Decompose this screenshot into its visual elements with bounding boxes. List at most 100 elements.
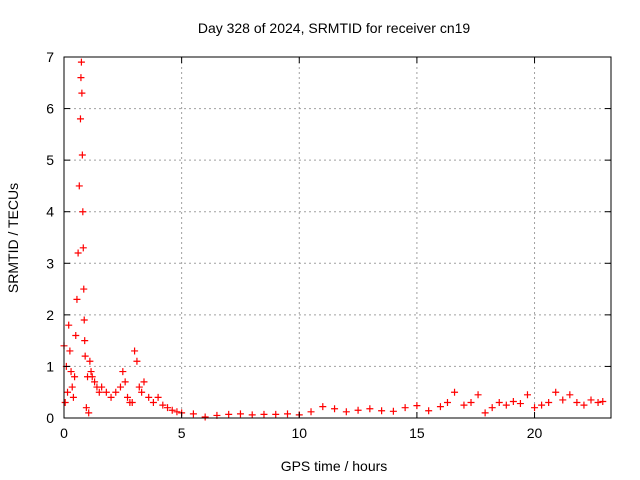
- y-tick-label: 0: [46, 410, 54, 426]
- data-point: [77, 74, 85, 82]
- data-point: [248, 411, 256, 419]
- data-point: [389, 407, 397, 415]
- data-point: [319, 403, 327, 411]
- data-point: [82, 404, 90, 412]
- data-point: [307, 408, 315, 416]
- data-point: [61, 399, 69, 407]
- data-point: [467, 399, 475, 407]
- data-point: [443, 399, 451, 407]
- data-point: [413, 402, 421, 410]
- data-point: [236, 410, 244, 418]
- data-point: [331, 405, 339, 413]
- data-point: [88, 373, 96, 381]
- y-tick-label: 4: [46, 204, 54, 220]
- y-axis-label: SRMTID / TECUs: [5, 183, 21, 293]
- data-point: [599, 397, 607, 405]
- data-point: [66, 347, 74, 355]
- data-point: [81, 352, 89, 360]
- data-point: [71, 373, 79, 381]
- data-point: [225, 410, 233, 418]
- x-tick-label: 20: [527, 425, 543, 441]
- x-tick-label: 0: [60, 425, 68, 441]
- data-point: [538, 401, 546, 409]
- data-point: [272, 410, 280, 418]
- data-point: [481, 409, 489, 417]
- x-axis-label: GPS time / hours: [281, 458, 388, 474]
- y-tick-label: 5: [46, 152, 54, 168]
- data-point: [121, 378, 129, 386]
- data-point: [488, 404, 496, 412]
- grid-lines: [64, 57, 611, 418]
- data-point: [75, 182, 83, 190]
- data-point: [401, 404, 409, 412]
- data-point: [79, 244, 87, 252]
- data-point: [112, 388, 120, 396]
- data-point: [86, 357, 94, 365]
- data-point: [85, 409, 93, 417]
- data-point: [587, 396, 595, 404]
- data-point: [573, 399, 581, 407]
- data-point: [378, 407, 386, 415]
- data-point: [98, 383, 106, 391]
- x-tick-label: 10: [291, 425, 307, 441]
- data-point: [140, 378, 148, 386]
- data-point: [68, 383, 76, 391]
- data-point: [173, 408, 181, 416]
- data-point: [284, 410, 292, 418]
- x-tick-label: 15: [409, 425, 425, 441]
- y-tick-label: 1: [46, 358, 54, 374]
- data-point: [95, 388, 103, 396]
- data-point: [260, 410, 268, 418]
- data-point: [128, 399, 136, 407]
- axis-ticks: [63, 56, 611, 419]
- data-point: [159, 401, 167, 409]
- y-tick-label: 6: [46, 101, 54, 117]
- data-point: [102, 388, 110, 396]
- data-point: [168, 406, 176, 414]
- data-point: [342, 408, 350, 416]
- plot-frame: [63, 56, 612, 419]
- y-tick-label: 3: [46, 255, 54, 271]
- y-tick-label: 7: [46, 49, 54, 65]
- data-point: [145, 393, 153, 401]
- data-point: [451, 388, 459, 396]
- data-point: [67, 368, 75, 376]
- data-point: [69, 393, 77, 401]
- data-point: [124, 393, 132, 401]
- data-point: [87, 368, 95, 376]
- data-point: [516, 400, 524, 408]
- data-point: [107, 393, 115, 401]
- data-point: [545, 399, 553, 407]
- data-point: [138, 388, 146, 396]
- data-point: [81, 337, 89, 345]
- data-point: [149, 399, 157, 407]
- data-point: [559, 396, 567, 404]
- axis-tick-labels: 0 5 10 15 20 0 1 2 3 4 5 6 7: [46, 49, 542, 441]
- data-point: [354, 406, 362, 414]
- data-point: [78, 151, 86, 159]
- data-point: [164, 404, 172, 412]
- data-point: [502, 401, 510, 409]
- data-point: [201, 413, 209, 421]
- data-point: [594, 399, 602, 407]
- data-point: [131, 347, 139, 355]
- data-point: [79, 208, 87, 216]
- data-point: [531, 404, 539, 412]
- data-point: [133, 357, 141, 365]
- data-point: [91, 378, 99, 386]
- data-point: [366, 405, 374, 413]
- data-point: [189, 410, 197, 418]
- x-tick-label: 5: [178, 425, 186, 441]
- data-point: [523, 391, 531, 399]
- data-point: [80, 316, 88, 324]
- data-point: [135, 383, 143, 391]
- data-point: [474, 391, 482, 399]
- y-tick-label: 2: [46, 307, 54, 323]
- data-point: [80, 285, 88, 293]
- data-point: [552, 388, 560, 396]
- data-point: [509, 397, 517, 405]
- data-point: [425, 407, 433, 415]
- data-point: [73, 295, 81, 303]
